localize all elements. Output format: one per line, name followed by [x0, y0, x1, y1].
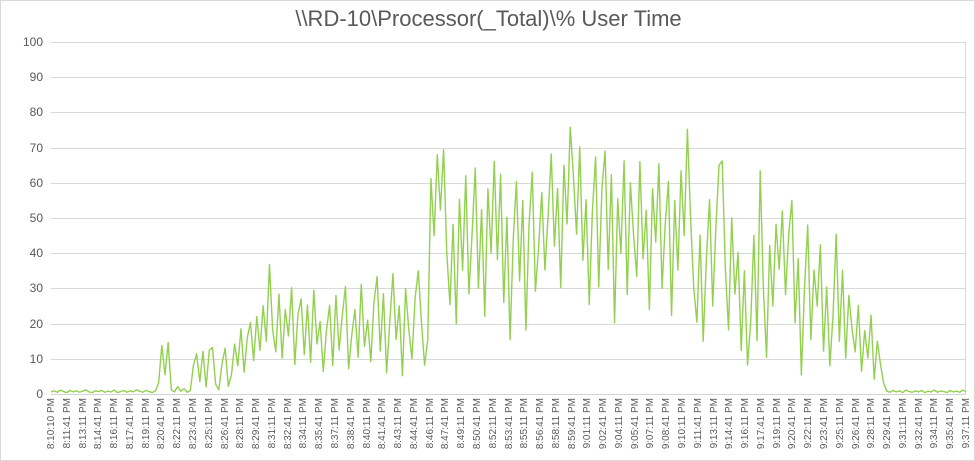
x-axis-label: 8:47:41 PM	[440, 398, 452, 450]
x-axis-label: 9:31:11 PM	[897, 398, 909, 449]
x-axis-label: 9:07:11 PM	[645, 398, 657, 449]
chart-title: \\RD-10\Processor(_Total)\% User Time	[295, 6, 682, 31]
x-axis-label: 9:28:11 PM	[866, 398, 878, 449]
gridline	[51, 147, 966, 149]
x-axis-label: 8:17:41 PM	[124, 398, 136, 450]
series-line	[51, 126, 966, 394]
x-axis-label: 8:11:41 PM	[61, 398, 73, 449]
y-axis-label: 30	[29, 281, 43, 296]
y-axis-label: 50	[29, 211, 43, 225]
y-axis-label: 60	[29, 175, 43, 190]
y-axis-label: 10	[29, 351, 43, 366]
x-axis-label: 8:49:11 PM	[456, 398, 468, 449]
x-axis-label: 8:25:11 PM	[203, 398, 215, 449]
x-axis-label: 8:35:41 PM	[314, 398, 326, 450]
gridline	[51, 358, 966, 360]
x-axis-label: 9:14:41 PM	[724, 398, 736, 450]
x-axis-label: 9:37:11 PM	[961, 398, 972, 449]
gridline	[51, 323, 966, 325]
x-axis-label: 8:40:11 PM	[361, 398, 373, 449]
x-axis-label: 8:23:41 PM	[187, 398, 199, 450]
x-axis-line	[51, 394, 966, 395]
x-axis-label: 8:50:41 PM	[471, 398, 483, 450]
x-axis-label: 8:28:11 PM	[235, 398, 247, 449]
x-axis-label: 8:32:41 PM	[282, 398, 294, 450]
x-axis-label: 9:02:41 PM	[598, 398, 610, 450]
x-axis-label: 9:20:41 PM	[787, 398, 799, 450]
x-axis-label: 8:19:11 PM	[140, 398, 152, 449]
x-axis-label: 9:25:11 PM	[834, 398, 846, 449]
x-axis-label: 8:13:11 PM	[77, 398, 89, 449]
x-axis-label: 8:37:11 PM	[329, 398, 341, 449]
x-axis-label: 9:04:11 PM	[613, 398, 625, 449]
x-axis-label: 8:26:41 PM	[219, 398, 231, 450]
x-axis-label: 8:46:11 PM	[424, 398, 436, 449]
x-axis-label: 9:35:41 PM	[945, 398, 957, 450]
x-axis-label: 9:11:41 PM	[692, 398, 704, 449]
x-axis-label: 8:14:41 PM	[93, 398, 105, 450]
x-axis-label: 9:10:11 PM	[677, 398, 689, 449]
gridline	[51, 77, 966, 79]
x-axis-label: 8:34:11 PM	[298, 398, 310, 449]
x-axis-label: 9:32:41 PM	[913, 398, 925, 450]
y-axis-label: 90	[29, 70, 43, 85]
series-polyline	[51, 126, 966, 394]
x-axis-label: 8:20:41 PM	[156, 398, 168, 450]
x-axis-label: 9:08:41 PM	[661, 398, 673, 450]
x-axis-label: 8:52:11 PM	[487, 398, 499, 449]
x-axis-label: 8:56:41 PM	[535, 398, 547, 450]
gridline	[51, 112, 966, 114]
gridline	[51, 182, 966, 184]
x-axis-label: 9:13:11 PM	[708, 398, 720, 449]
gridline	[51, 218, 966, 219]
y-axis-label: 70	[29, 140, 43, 155]
x-axis-label: 9:16:11 PM	[740, 398, 752, 449]
x-axis-label: 8:43:11 PM	[393, 398, 405, 449]
x-axis-label: 8:44:41 PM	[408, 398, 420, 450]
x-axis-label: 8:55:11 PM	[519, 398, 531, 449]
x-axis-label: 9:34:11 PM	[929, 398, 941, 449]
x-axis-label: 8:16:11 PM	[109, 398, 121, 449]
y-axis-label: 80	[29, 105, 43, 120]
x-axis-label: 9:26:41 PM	[850, 398, 862, 450]
x-axis-label: 8:58:11 PM	[550, 398, 562, 449]
gridline	[51, 42, 966, 43]
x-axis-label: 9:05:41 PM	[629, 398, 641, 450]
x-axis-label: 8:53:41 PM	[503, 398, 515, 450]
x-axis-label: 8:38:41 PM	[345, 398, 357, 450]
x-axis-label: 8:22:11 PM	[172, 398, 184, 449]
x-axis-label: 8:31:11 PM	[266, 398, 278, 449]
x-axis-label: 9:17:41 PM	[755, 398, 767, 450]
x-axis-label: 9:22:11 PM	[803, 398, 815, 449]
x-axis-label: 9:29:41 PM	[882, 398, 894, 450]
x-axis-label: 8:29:41 PM	[251, 398, 263, 450]
plot-right-border	[965, 42, 966, 394]
x-axis-label: 8:41:41 PM	[377, 398, 389, 450]
y-axis-label: 20	[29, 316, 43, 331]
x-axis-label: 9:23:41 PM	[819, 398, 831, 450]
x-axis-label: 8:59:41 PM	[566, 398, 578, 450]
x-axis-label: 9:01:11 PM	[582, 398, 594, 449]
y-axis-label: 0	[36, 387, 43, 401]
x-axis-label: 8:10:10 PM	[46, 398, 57, 450]
x-axis-label: 9:19:11 PM	[771, 398, 783, 449]
y-axis-label: 40	[29, 246, 43, 261]
y-axis-label: 100	[22, 35, 43, 49]
